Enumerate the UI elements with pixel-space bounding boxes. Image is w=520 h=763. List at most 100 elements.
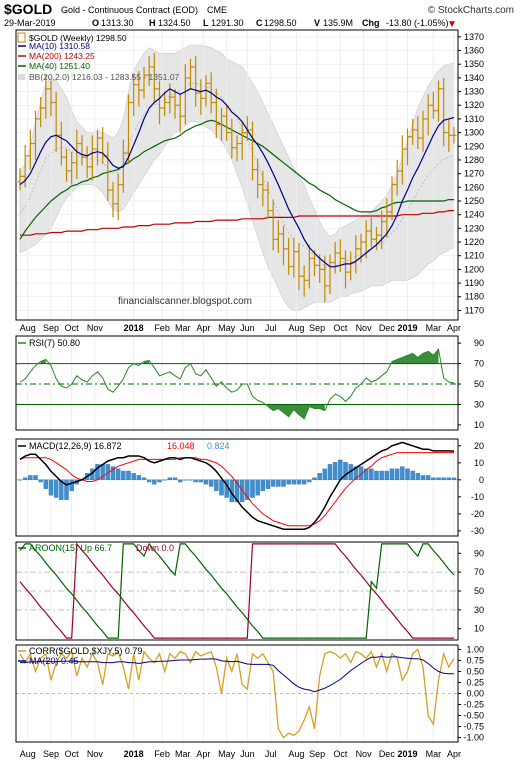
- aroon-y-tick-label: 90: [474, 548, 484, 558]
- macd-histogram-bar: [245, 479, 250, 500]
- high-label: H: [149, 18, 156, 28]
- rsi-y-tick-label: 70: [474, 359, 484, 369]
- price-bar: [141, 66, 147, 99]
- rsi-frame: [15, 335, 459, 431]
- x-axis-label: Apr: [196, 323, 210, 333]
- x-axis-label: Aug: [20, 323, 36, 333]
- price-bar: [446, 118, 452, 152]
- macd-histogram-bar: [69, 479, 74, 492]
- price-bar: [84, 146, 90, 178]
- x-axis-label: Aug: [20, 749, 36, 759]
- macd-histogram-bar: [193, 479, 198, 483]
- price-y-tick-label: 1250: [464, 196, 484, 206]
- macd-y-tick-label: 0: [479, 475, 484, 485]
- price-bar: [177, 94, 183, 133]
- macd-histogram-bar: [157, 479, 162, 483]
- macd-histogram-bar: [59, 479, 64, 500]
- close-value: 1298.50: [264, 18, 297, 28]
- price-bar: [89, 135, 95, 181]
- x-axis-label: Dec: [379, 323, 396, 333]
- macd-y-tick-label: -20: [471, 509, 484, 519]
- macd-histogram-bar: [363, 468, 369, 480]
- price-bar: [265, 181, 271, 219]
- price-bar: [115, 173, 121, 221]
- corr-y-tick-label: 1.00: [466, 644, 484, 654]
- x-axis-label: 2018: [124, 749, 144, 759]
- price-y-tick-label: 1170: [465, 305, 484, 315]
- price-bar: [260, 170, 266, 207]
- price-bar: [27, 129, 33, 170]
- price-bar: [430, 91, 436, 119]
- x-axis: Aug Sep Oct Nov 2018 Feb Mar Apr May Jun Jul Aug Sep…: [20, 323, 461, 759]
- price-bar: [384, 198, 390, 238]
- price-bar: [399, 135, 405, 185]
- corr-ma-legend-text: MA(20) 0.45: [29, 656, 79, 666]
- open-label: O: [92, 18, 99, 28]
- macd-histogram-bar: [322, 468, 328, 480]
- price-bar: [255, 158, 261, 199]
- rsi-y-tick-label: 30: [474, 399, 484, 409]
- x-axis-label: Aug: [288, 749, 304, 759]
- aroon-down-line: [19, 542, 454, 639]
- aroon-up-legend-text: AROON(15) Up 66.7: [29, 543, 112, 553]
- macd-y-tick-label: -30: [471, 526, 484, 536]
- x-axis-label: 2019: [397, 749, 417, 759]
- price-y-tick-label: 1190: [465, 278, 484, 288]
- copyright-label[interactable]: © StockCharts.com: [428, 5, 514, 16]
- price-bar: [110, 181, 116, 218]
- rsi-y-tick-label: 50: [474, 379, 484, 389]
- macd-histogram-bar: [38, 479, 43, 483]
- macd-y-tick-label: 10: [474, 458, 484, 468]
- x-axis-label: 2018: [124, 323, 144, 333]
- corr-y-tick-label: -0.25: [463, 700, 484, 710]
- macd-histogram-bar: [162, 479, 167, 481]
- macd-histogram-bar: [405, 468, 410, 480]
- price-bar: [374, 226, 379, 251]
- macd-histogram-bar: [389, 468, 395, 480]
- price-y-tick-label: 1330: [464, 87, 484, 97]
- macd-histogram-bar: [17, 479, 23, 481]
- x-axis-label: Mar: [175, 749, 191, 759]
- x-axis-label: May: [218, 323, 236, 333]
- macd-histogram-bar: [115, 468, 121, 480]
- ma200-legend: MA(200) 1243.25: [29, 51, 95, 61]
- corr-ma-line: [20, 655, 454, 693]
- x-axis-label: Jul: [265, 749, 277, 759]
- x-axis-label: Apr: [196, 749, 210, 759]
- macd-panel: -30 -20 -10 0 10 20: [15, 438, 484, 537]
- x-axis-label: Mar: [175, 323, 191, 333]
- price-y-tick-label: 1220: [464, 237, 484, 247]
- macd-histogram-bar: [415, 473, 421, 480]
- price-y-tick-label: 1240: [464, 210, 484, 220]
- price-bar: [43, 75, 49, 119]
- macd-histogram-bar: [188, 479, 193, 481]
- macd-histogram-bar: [286, 479, 291, 485]
- rsi-legend: RSI(7) 50.80: [18, 338, 80, 348]
- macd-legend-text: MACD(12,26,9) 16.872: [29, 441, 122, 451]
- macd-histogram-bar: [203, 479, 209, 485]
- price-bar: [301, 265, 307, 297]
- rsi-y-tick-label: 10: [474, 420, 484, 430]
- price-bar: [425, 94, 431, 136]
- macd-histogram-bar: [260, 479, 266, 492]
- macd-histogram-bar: [291, 479, 297, 485]
- price-bar: [275, 220, 281, 253]
- macd-histogram-bar: [420, 475, 426, 480]
- x-axis-label: Feb: [154, 323, 170, 333]
- macd-histogram-bar: [239, 479, 245, 503]
- macd-histogram-bar: [198, 479, 204, 483]
- price-y-tick-label: 1300: [464, 128, 484, 138]
- x-axis-label: Oct: [333, 323, 348, 333]
- macd-histogram-bar: [307, 479, 312, 483]
- macd-frame: [15, 438, 459, 537]
- macd-histogram-bar: [121, 470, 126, 480]
- open-value: 1313.30: [101, 18, 134, 28]
- aroon-y-tick-label: 30: [474, 605, 484, 615]
- macd-histogram-bar: [425, 475, 431, 480]
- macd-histogram-bar: [327, 464, 333, 480]
- ma40-legend: MA(40) 1251.40: [29, 61, 90, 71]
- rsi-overbought-fill: [40, 349, 439, 364]
- macd-histogram-bar: [48, 479, 54, 496]
- price-bar: [136, 71, 142, 107]
